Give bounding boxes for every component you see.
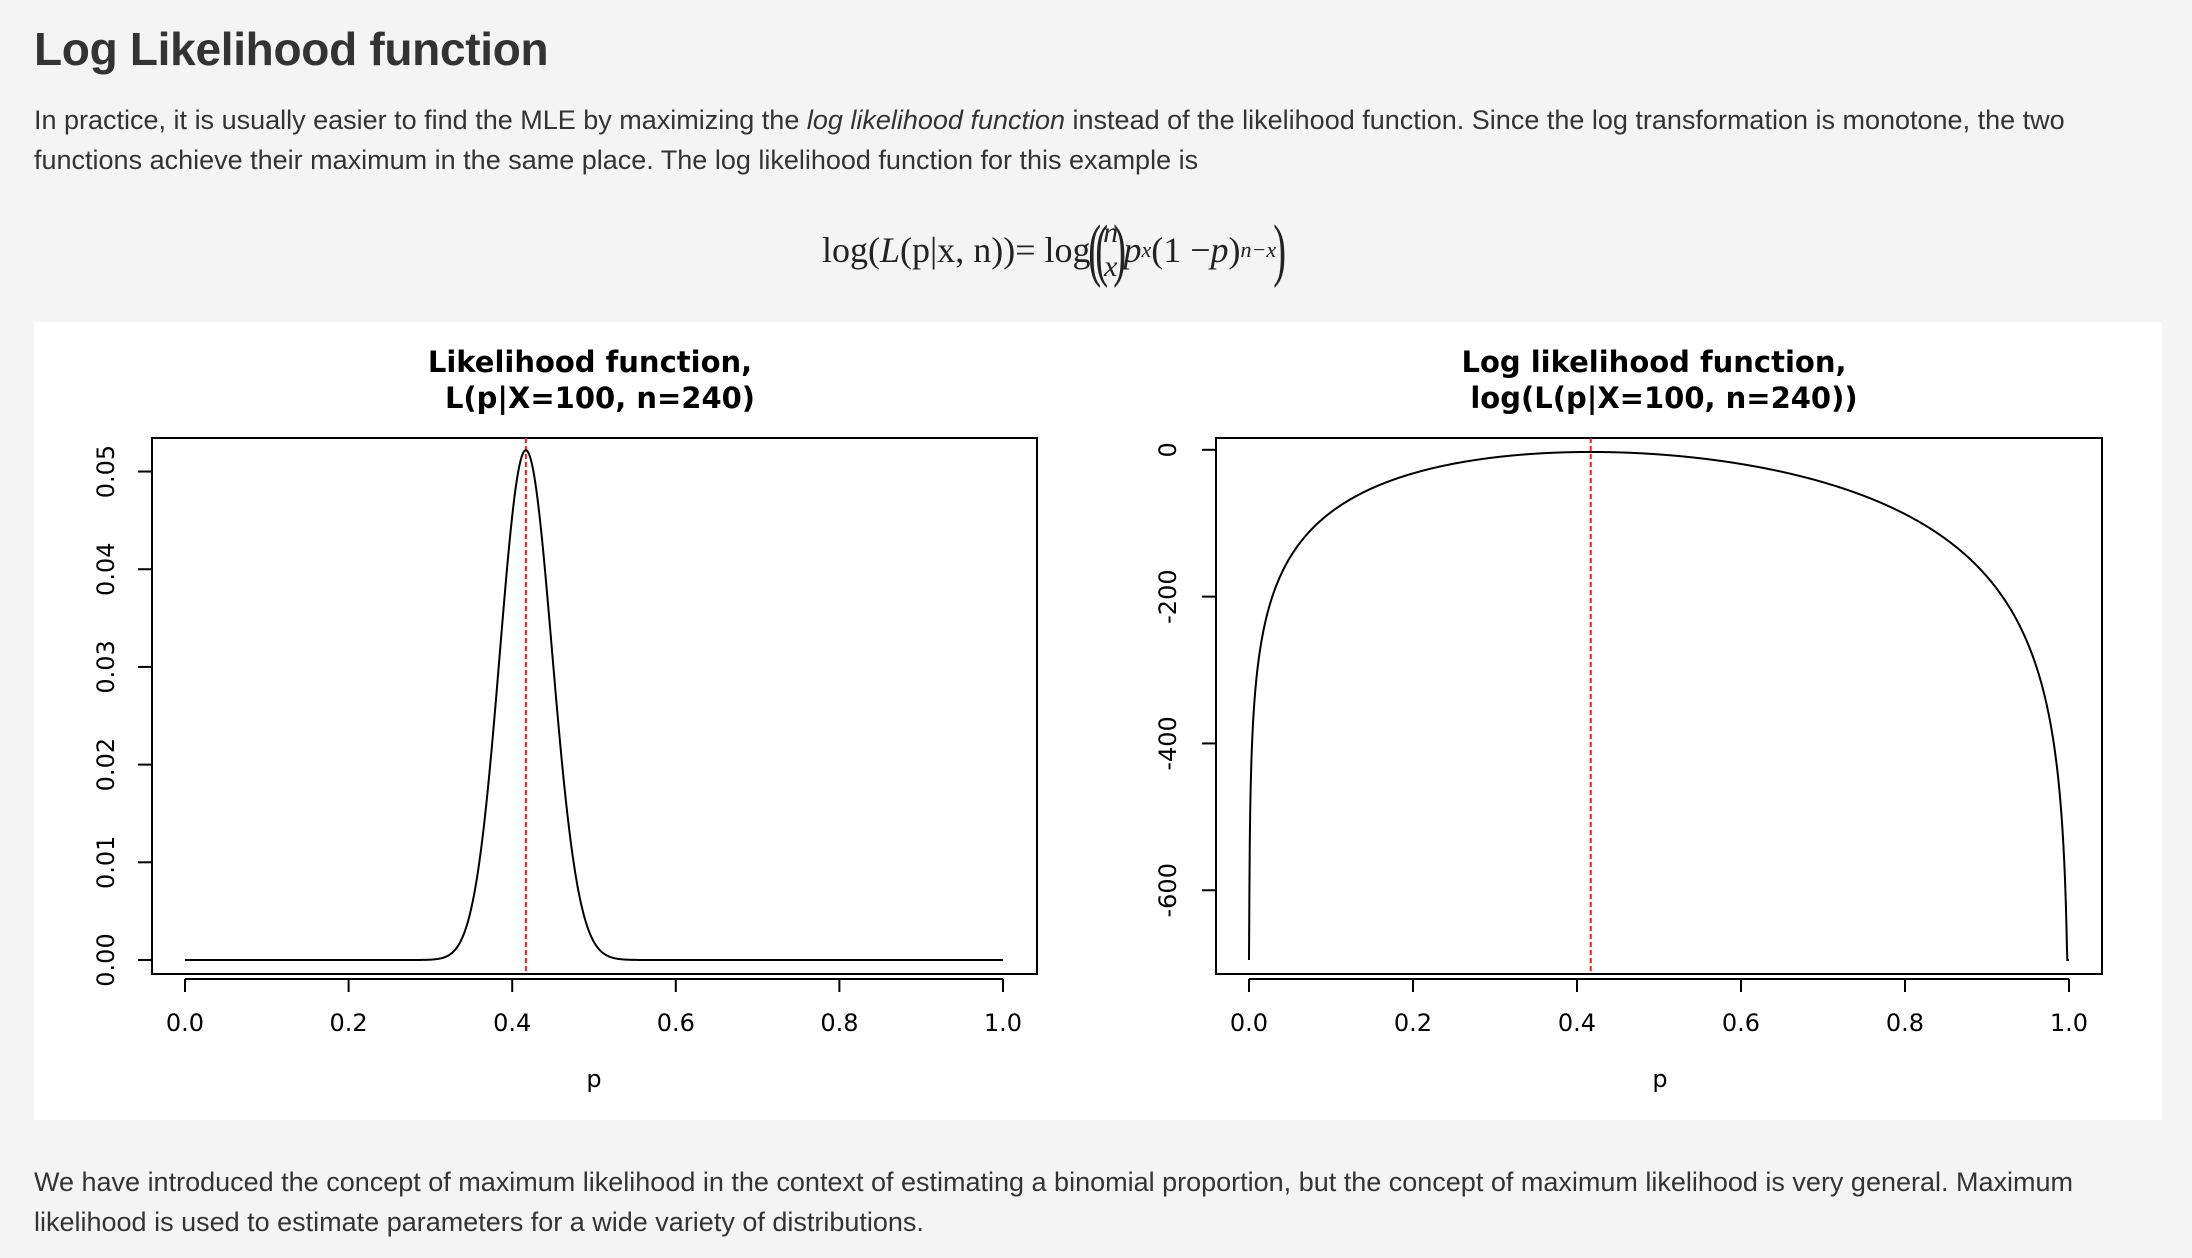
y-tick-label: 0.05 xyxy=(92,445,120,498)
y-axis: 0.00 0.01 0.02 0.03 0.04 0.05 xyxy=(92,445,152,987)
x-tick-label: 0.2 xyxy=(330,1009,368,1037)
formula-mid: (1 − xyxy=(1151,230,1211,270)
formula-lhs: log( xyxy=(822,230,880,270)
x-tick-label: 0.4 xyxy=(1558,1009,1596,1037)
x-tick-label: 0.8 xyxy=(820,1009,858,1037)
log-likelihood-plot: Log likelihood function, log(L(p|X=100, … xyxy=(1154,345,2103,1093)
conclusion-paragraph: We have introduced the concept of maximu… xyxy=(34,1167,2074,1237)
formula-open-paren: ( xyxy=(1087,212,1101,289)
x-tick-label: 0.6 xyxy=(657,1009,695,1037)
plot-frame xyxy=(1215,437,2103,975)
x-tick-label: 0.8 xyxy=(1886,1009,1924,1037)
x-axis: 0.0 0.2 0.4 0.6 0.8 1.0 xyxy=(1230,978,2088,1037)
likelihood-figure: Likelihood function, L(p|X=100, n=240) 0… xyxy=(34,322,2162,1120)
formula-close-paren: ) xyxy=(1273,212,1287,289)
likelihood-plot: Likelihood function, L(p|X=100, n=240) 0… xyxy=(92,345,1038,1093)
formula-exp2: n−x xyxy=(1240,237,1277,262)
y-tick-label: -600 xyxy=(1154,863,1182,917)
likelihood-curve xyxy=(185,449,1003,961)
x-tick-label: 0.0 xyxy=(166,1009,204,1037)
x-tick-label: 0.2 xyxy=(1394,1009,1432,1037)
x-tick-label: 1.0 xyxy=(984,1009,1022,1037)
intro-text-after: instead of the likelihood function. Sinc… xyxy=(34,105,2065,175)
x-tick-label: 1.0 xyxy=(2050,1009,2088,1037)
figure-svg: Likelihood function, L(p|X=100, n=240) 0… xyxy=(92,345,2103,1093)
binom-top: n xyxy=(1103,216,1119,249)
y-tick-label: 0.01 xyxy=(92,836,120,889)
intro-text-before: In practice, it is usually easier to fin… xyxy=(34,105,807,135)
binom-bottom: x xyxy=(1103,250,1118,283)
plot-frame xyxy=(151,437,1038,975)
x-tick-label: 0.0 xyxy=(1230,1009,1268,1037)
y-tick-label: 0.02 xyxy=(92,738,120,791)
formula-mid-close: ) xyxy=(1228,230,1241,270)
log-likelihood-formula: log(L (p|x, n)) = log ((n x) p x (1 − p) n−x) xyxy=(822,200,1287,300)
x-tick-label: 0.4 xyxy=(493,1009,531,1037)
y-tick-label: 0.04 xyxy=(92,543,120,596)
x-axis: 0.0 0.2 0.4 0.6 0.8 1.0 xyxy=(166,978,1022,1037)
y-tick-label: 0 xyxy=(1154,442,1182,457)
formula-L: L xyxy=(880,230,901,270)
formula-args: (p|x, n)) xyxy=(900,230,1016,270)
plot-title-line1: Likelihood function, xyxy=(428,345,752,379)
y-tick-label: 0.00 xyxy=(92,933,120,986)
formula-eq: = log xyxy=(1015,230,1091,270)
x-axis-title: p xyxy=(1652,1065,1667,1093)
log-likelihood-curve xyxy=(1248,450,2069,961)
y-tick-label: -200 xyxy=(1154,569,1182,623)
x-tick-label: 0.6 xyxy=(1722,1009,1760,1037)
formula-p1: p xyxy=(1123,230,1142,270)
formula-binom-open: ( xyxy=(1095,212,1108,289)
plot-title-line2: log(L(p|X=100, n=240)) xyxy=(1470,381,1857,415)
plot-title-line2: L(p|X=100, n=240) xyxy=(445,381,755,415)
x-axis-title: p xyxy=(586,1065,601,1093)
y-tick-label: 0.03 xyxy=(92,640,120,693)
intro-emphasis: log likelihood function xyxy=(806,105,1066,135)
formula-binom-close: ) xyxy=(1113,212,1127,289)
page-title: Log Likelihood function xyxy=(34,23,549,75)
formula-exp1: x xyxy=(1141,237,1152,262)
intro-paragraph: In practice, it is usually easier to fin… xyxy=(34,100,2154,180)
y-axis: 0 -200 -400 -600 xyxy=(1154,442,1216,917)
plot-title-line1: Log likelihood function, xyxy=(1461,345,1846,379)
y-tick-label: -400 xyxy=(1154,716,1182,770)
formula-p2: p xyxy=(1210,230,1229,270)
